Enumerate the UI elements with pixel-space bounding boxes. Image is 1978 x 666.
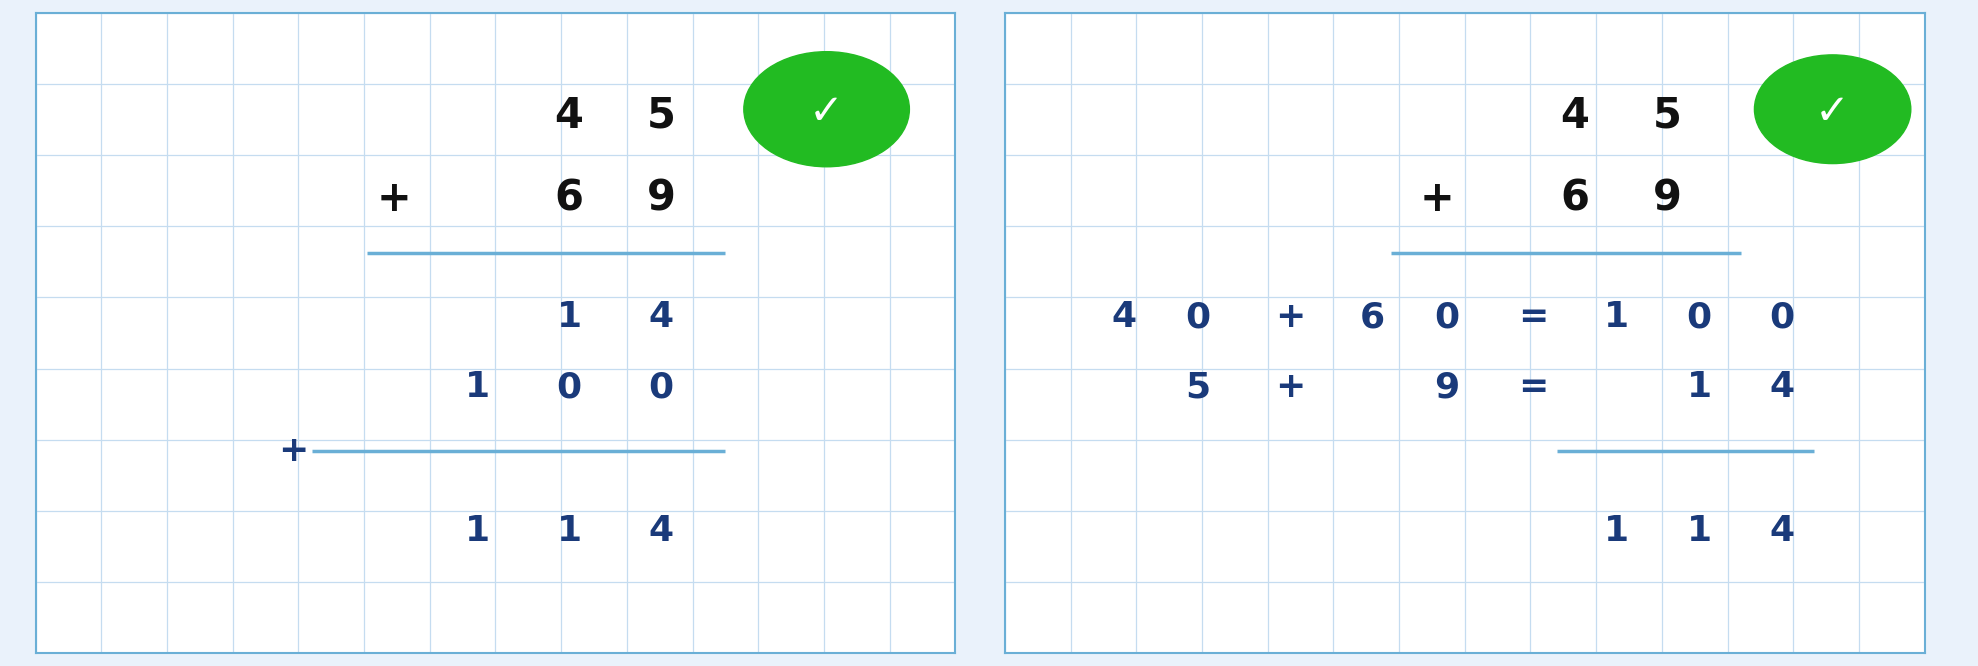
Text: 9: 9 — [647, 178, 674, 220]
Text: +: + — [1274, 300, 1305, 334]
Circle shape — [1754, 55, 1911, 164]
Text: 4: 4 — [649, 514, 674, 548]
Text: 0: 0 — [1434, 300, 1460, 334]
Text: 0: 0 — [1185, 300, 1211, 334]
Text: 5: 5 — [1654, 95, 1681, 137]
Text: 9: 9 — [1434, 370, 1460, 404]
Text: 0: 0 — [1770, 300, 1794, 334]
Text: 1: 1 — [1687, 370, 1711, 404]
Text: 5: 5 — [647, 95, 674, 137]
Text: 6: 6 — [554, 178, 584, 220]
Text: 1: 1 — [556, 514, 582, 548]
Text: 1: 1 — [465, 514, 491, 548]
Text: 4: 4 — [1112, 300, 1137, 334]
Text: 4: 4 — [1770, 370, 1794, 404]
Text: +: + — [378, 178, 411, 220]
Text: 4: 4 — [554, 95, 584, 137]
Text: +: + — [1420, 178, 1454, 220]
Text: +: + — [279, 434, 309, 468]
Text: 1: 1 — [1604, 514, 1630, 548]
Text: 9: 9 — [1654, 178, 1681, 220]
Text: ✓: ✓ — [1816, 91, 1849, 133]
Text: =: = — [1519, 370, 1549, 404]
Circle shape — [744, 52, 910, 166]
Text: =: = — [1519, 300, 1549, 334]
Text: 4: 4 — [649, 300, 674, 334]
Text: 0: 0 — [1687, 300, 1711, 334]
Text: 6: 6 — [1361, 300, 1385, 334]
Text: 0: 0 — [649, 370, 674, 404]
Text: 4: 4 — [1561, 95, 1590, 137]
Text: 1: 1 — [1604, 300, 1630, 334]
Text: 4: 4 — [1770, 514, 1794, 548]
Text: 1: 1 — [465, 370, 491, 404]
Text: +: + — [1274, 370, 1305, 404]
Text: 1: 1 — [556, 300, 582, 334]
Text: 0: 0 — [556, 370, 582, 404]
Text: ✓: ✓ — [809, 91, 845, 133]
Text: 1: 1 — [1687, 514, 1711, 548]
Text: 5: 5 — [1185, 370, 1211, 404]
Text: 6: 6 — [1561, 178, 1590, 220]
